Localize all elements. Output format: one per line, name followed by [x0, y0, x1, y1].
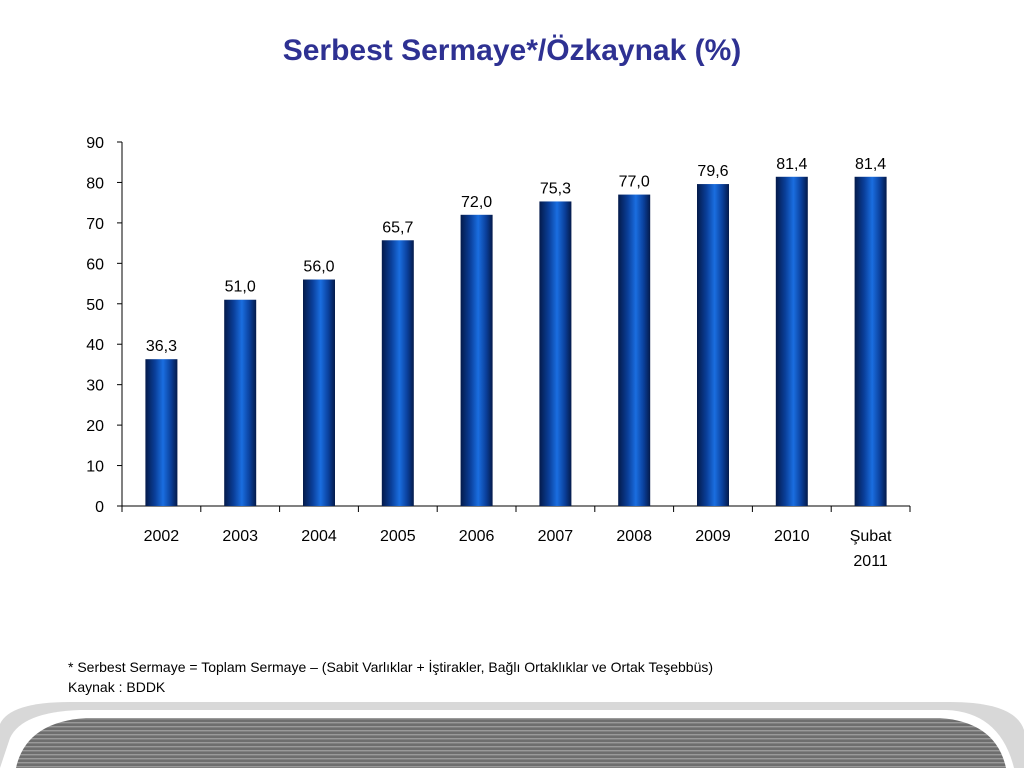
y-tick-label: 50 — [86, 297, 104, 314]
bar — [460, 214, 493, 507]
bar — [303, 279, 335, 506]
y-tick-label: 20 — [86, 418, 104, 435]
y-tick-label: 60 — [86, 256, 104, 273]
x-tick-label: 2009 — [695, 528, 731, 545]
x-tick-label: 2011 — [853, 553, 888, 570]
y-tick-label: 80 — [86, 175, 104, 192]
y-tick-label: 10 — [86, 459, 104, 476]
bar — [854, 176, 887, 506]
bar-value-label: 56,0 — [303, 259, 334, 276]
y-tick-label: 90 — [86, 135, 104, 152]
bar-value-label: 79,6 — [697, 163, 728, 180]
bar-value-label: 75,3 — [540, 180, 571, 197]
x-tick-label: 2003 — [222, 528, 258, 545]
chart-labels: 0 10 20 30 40 50 60 70 80 90 36,3 2002 51,0 2003 56,0 2… — [86, 135, 892, 570]
bar — [381, 240, 414, 506]
bar-value-label: 36,3 — [146, 338, 177, 355]
bar — [539, 201, 572, 506]
bar — [697, 184, 729, 506]
x-tick-label: 2008 — [616, 528, 652, 545]
bar-value-label: 81,4 — [776, 156, 807, 173]
bar-value-label: 81,4 — [855, 156, 886, 173]
y-tick-label: 70 — [86, 216, 104, 233]
page-title: Serbest Sermaye*/Özkaynak (%) — [282, 34, 742, 67]
y-tick-label: 0 — [95, 499, 104, 516]
x-tick-label: 2004 — [301, 528, 337, 545]
footnote-definition: * Serbest Sermaye = Toplam Sermaye – (Sa… — [68, 659, 714, 675]
x-tick-label: 2005 — [380, 528, 416, 545]
bar — [224, 299, 257, 506]
bar-value-label: 51,0 — [225, 279, 256, 296]
bar-chart: 0 10 20 30 40 50 60 70 80 90 36,3 2002 51,0 2003 56,0 2… — [86, 135, 911, 570]
bar — [618, 194, 651, 507]
chart-bars — [145, 176, 887, 507]
footnote: * Serbest Sermaye = Toplam Sermaye – (Sa… — [68, 657, 713, 697]
x-tick-label: 2007 — [538, 528, 574, 545]
y-tick-label: 30 — [86, 378, 104, 395]
bar-value-label: 72,0 — [461, 194, 492, 211]
y-tick-label: 40 — [86, 337, 104, 354]
x-tick-label: 2002 — [144, 528, 180, 545]
bar-value-label: 77,0 — [619, 174, 650, 191]
decorative-wave-footer — [0, 702, 1024, 768]
x-tick-label: 2010 — [774, 528, 810, 545]
footnote-source: Kaynak : BDDK — [68, 679, 166, 695]
x-tick-label: 2006 — [459, 528, 495, 545]
bar — [145, 359, 178, 506]
bar — [775, 176, 808, 506]
x-tick-label: Şubat — [850, 528, 892, 545]
bar-value-label: 65,7 — [382, 219, 413, 236]
